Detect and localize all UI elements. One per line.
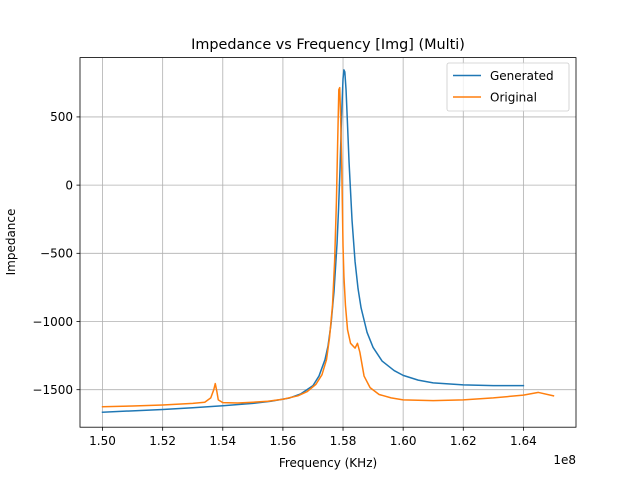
legend-label-generated: Generated <box>490 69 554 83</box>
y-tick-label: −1500 <box>32 383 73 397</box>
x-axis-offset-label: 1e8 <box>553 453 576 467</box>
series-line-original <box>101 86 555 408</box>
chart-title: Impedance vs Frequency [Img] (Multi) <box>191 37 465 53</box>
x-tick-label: 1.62 <box>450 434 477 448</box>
x-tick-label: 1.58 <box>330 434 357 448</box>
x-tick-label: 1.64 <box>510 434 537 448</box>
y-axis-label: Impedance <box>4 209 18 276</box>
plot-frame <box>79 57 577 428</box>
x-axis-label: Frequency (KHz) <box>279 456 377 470</box>
x-tick-label: 1.56 <box>270 434 297 448</box>
series-layer <box>101 69 555 413</box>
x-tick-label: 1.52 <box>149 434 176 448</box>
x-tick-label: 1.60 <box>390 434 417 448</box>
y-tick-label: −500 <box>40 247 73 261</box>
y-tick-label: 500 <box>50 110 73 124</box>
legend: Generated Original <box>446 62 570 112</box>
y-tick-label: 0 <box>65 178 73 192</box>
x-tick-label: 1.50 <box>89 434 116 448</box>
series-line-generated <box>101 69 525 413</box>
grid-layer <box>80 57 576 428</box>
tick-layer: 1.50 1.52 1.54 1.56 1.58 1.60 1.62 1.64 −1500 −10… <box>32 110 536 448</box>
y-tick-label: −1000 <box>32 315 73 329</box>
legend-label-original: Original <box>490 91 537 105</box>
x-tick-label: 1.54 <box>209 434 236 448</box>
